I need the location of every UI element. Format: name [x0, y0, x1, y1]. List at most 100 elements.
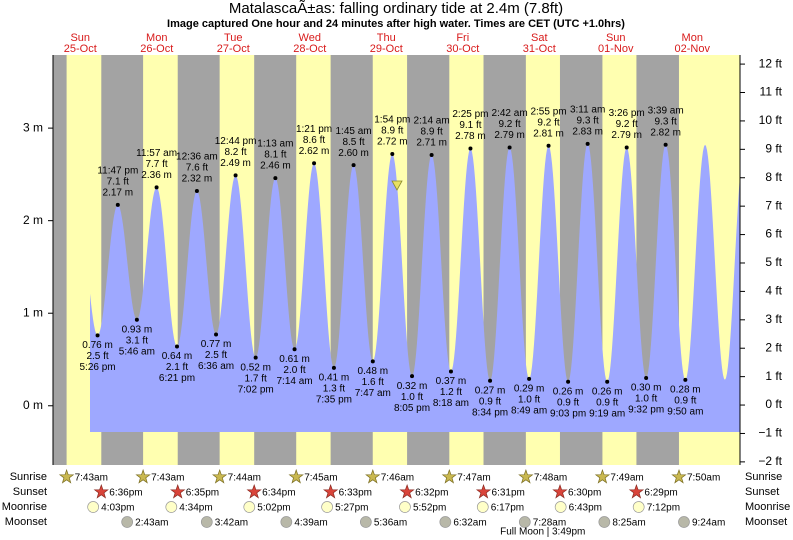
time-label: 2:25 pm: [452, 109, 488, 120]
value-label: 2.46 m: [260, 161, 291, 172]
almanac-icon: [360, 516, 372, 528]
almanac-icon: [365, 468, 381, 484]
y2-tick-label: 11 ft: [760, 85, 783, 99]
time-label: 9:19 am: [589, 408, 625, 419]
extreme-point: [488, 378, 493, 383]
almanac-time: 7:49am: [610, 473, 643, 484]
almanac-icon: [554, 501, 567, 513]
time-label: 6:36 am: [198, 361, 234, 372]
almanac-icon: [678, 516, 690, 528]
row-label: Moonset: [745, 516, 787, 528]
day-date: 01-Nov: [598, 43, 634, 55]
extreme-point: [624, 145, 629, 150]
almanac-time: 6:43pm: [569, 503, 602, 514]
feet-label: 8.6 ft: [303, 135, 325, 146]
extreme-point: [312, 161, 317, 166]
full-moon-label: Full Moon: [500, 527, 544, 538]
time-label: 2:42 am: [492, 108, 528, 119]
extreme-point: [410, 374, 415, 379]
value-label: 2.79 m: [494, 130, 525, 141]
value-label: 0.77 m: [201, 339, 232, 350]
extreme-point: [115, 202, 120, 207]
day-date: 30-Oct: [446, 43, 479, 55]
row-label: Sunset: [13, 486, 47, 498]
almanac-time: 5:52pm: [413, 503, 446, 514]
extreme-point: [292, 347, 297, 352]
time-label: 5:46 am: [119, 346, 155, 357]
time-label: 9:32 pm: [628, 405, 664, 416]
extreme-point: [507, 145, 512, 150]
extreme-point: [566, 379, 571, 384]
day-name: Sun: [70, 32, 90, 44]
value-label: 2.49 m: [220, 158, 251, 169]
extreme-point: [370, 359, 375, 364]
almanac-time: 7:45am: [304, 473, 337, 484]
time-label: 12:44 pm: [215, 136, 257, 147]
feet-label: 2.5 ft: [205, 350, 227, 361]
almanac-time: 6:35pm: [186, 488, 219, 499]
time-label: 7:02 pm: [238, 384, 274, 395]
almanac-time: 7:46am: [381, 473, 414, 484]
time-label: 3:11 am: [570, 104, 605, 115]
day-name: Sat: [531, 32, 548, 44]
day-name: Tue: [224, 32, 243, 44]
time-label: 8:34 pm: [472, 407, 508, 418]
almanac-time: 3:42am: [215, 518, 248, 529]
extreme-point: [174, 344, 179, 349]
almanac-icon: [246, 483, 262, 499]
almanac-time: 6:17pm: [491, 503, 524, 514]
extreme-point: [663, 142, 668, 147]
almanac-icon: [170, 483, 186, 499]
day-date: 25-Oct: [64, 43, 97, 55]
y2-tick-label: 6 ft: [765, 227, 782, 241]
value-label: 0.28 m: [670, 384, 701, 395]
value-label: 2.60 m: [338, 148, 369, 159]
almanac-icon: [439, 516, 452, 528]
extreme-point: [683, 377, 688, 382]
y-tick-label: 1 m: [23, 305, 43, 319]
feet-label: 9.3 ft: [577, 115, 599, 126]
value-label: 0.37 m: [436, 376, 467, 387]
almanac-icon: [671, 468, 687, 484]
almanac-icon: [594, 468, 611, 484]
feet-label: 7.7 ft: [145, 159, 167, 170]
almanac-icon: [441, 468, 457, 484]
extreme-point: [468, 146, 473, 151]
time-label: 2:55 pm: [530, 106, 566, 117]
feet-label: 2.0 ft: [283, 365, 305, 376]
almanac-time: 6:31pm: [492, 488, 525, 499]
almanac-icon: [476, 501, 489, 513]
almanac-time: 7:43am: [151, 473, 184, 484]
y-tick-label: 2 m: [23, 213, 43, 227]
almanac-time: 7:28am: [533, 518, 566, 529]
almanac-time: 6:32pm: [415, 488, 448, 499]
feet-label: 0.9 ft: [596, 397, 618, 408]
time-label: 3:39 am: [648, 105, 684, 116]
time-label: 8:05 pm: [394, 403, 430, 414]
y2-tick-label: −1 ft: [758, 426, 782, 440]
feet-label: 9.2 ft: [616, 119, 638, 130]
day-date: 31-Oct: [523, 43, 556, 55]
time-label: 9:03 pm: [550, 408, 586, 419]
y-tick-label: 0 m: [23, 398, 43, 412]
extreme-point: [448, 369, 453, 374]
value-label: 2.83 m: [572, 126, 603, 137]
extreme-point: [214, 332, 219, 337]
time-label: 1:13 am: [257, 139, 293, 150]
extreme-point: [585, 141, 590, 146]
value-label: 0.61 m: [279, 354, 310, 365]
almanac-time: 7:43am: [75, 473, 108, 484]
current-tide-marker: [391, 180, 403, 191]
value-label: 2.71 m: [416, 138, 447, 149]
value-label: 0.93 m: [122, 324, 153, 335]
feet-label: 1.7 ft: [245, 373, 267, 384]
feet-label: 9.3 ft: [655, 116, 677, 127]
almanac-time: 7:12pm: [647, 503, 680, 514]
feet-label: 2.1 ft: [166, 362, 188, 373]
value-label: 0.30 m: [631, 383, 662, 394]
almanac-icon: [288, 468, 304, 484]
extreme-point: [605, 379, 610, 384]
time-label: 1:21 pm: [296, 124, 332, 135]
feet-label: 7.1 ft: [107, 177, 129, 188]
day-name: Mon: [146, 32, 167, 44]
